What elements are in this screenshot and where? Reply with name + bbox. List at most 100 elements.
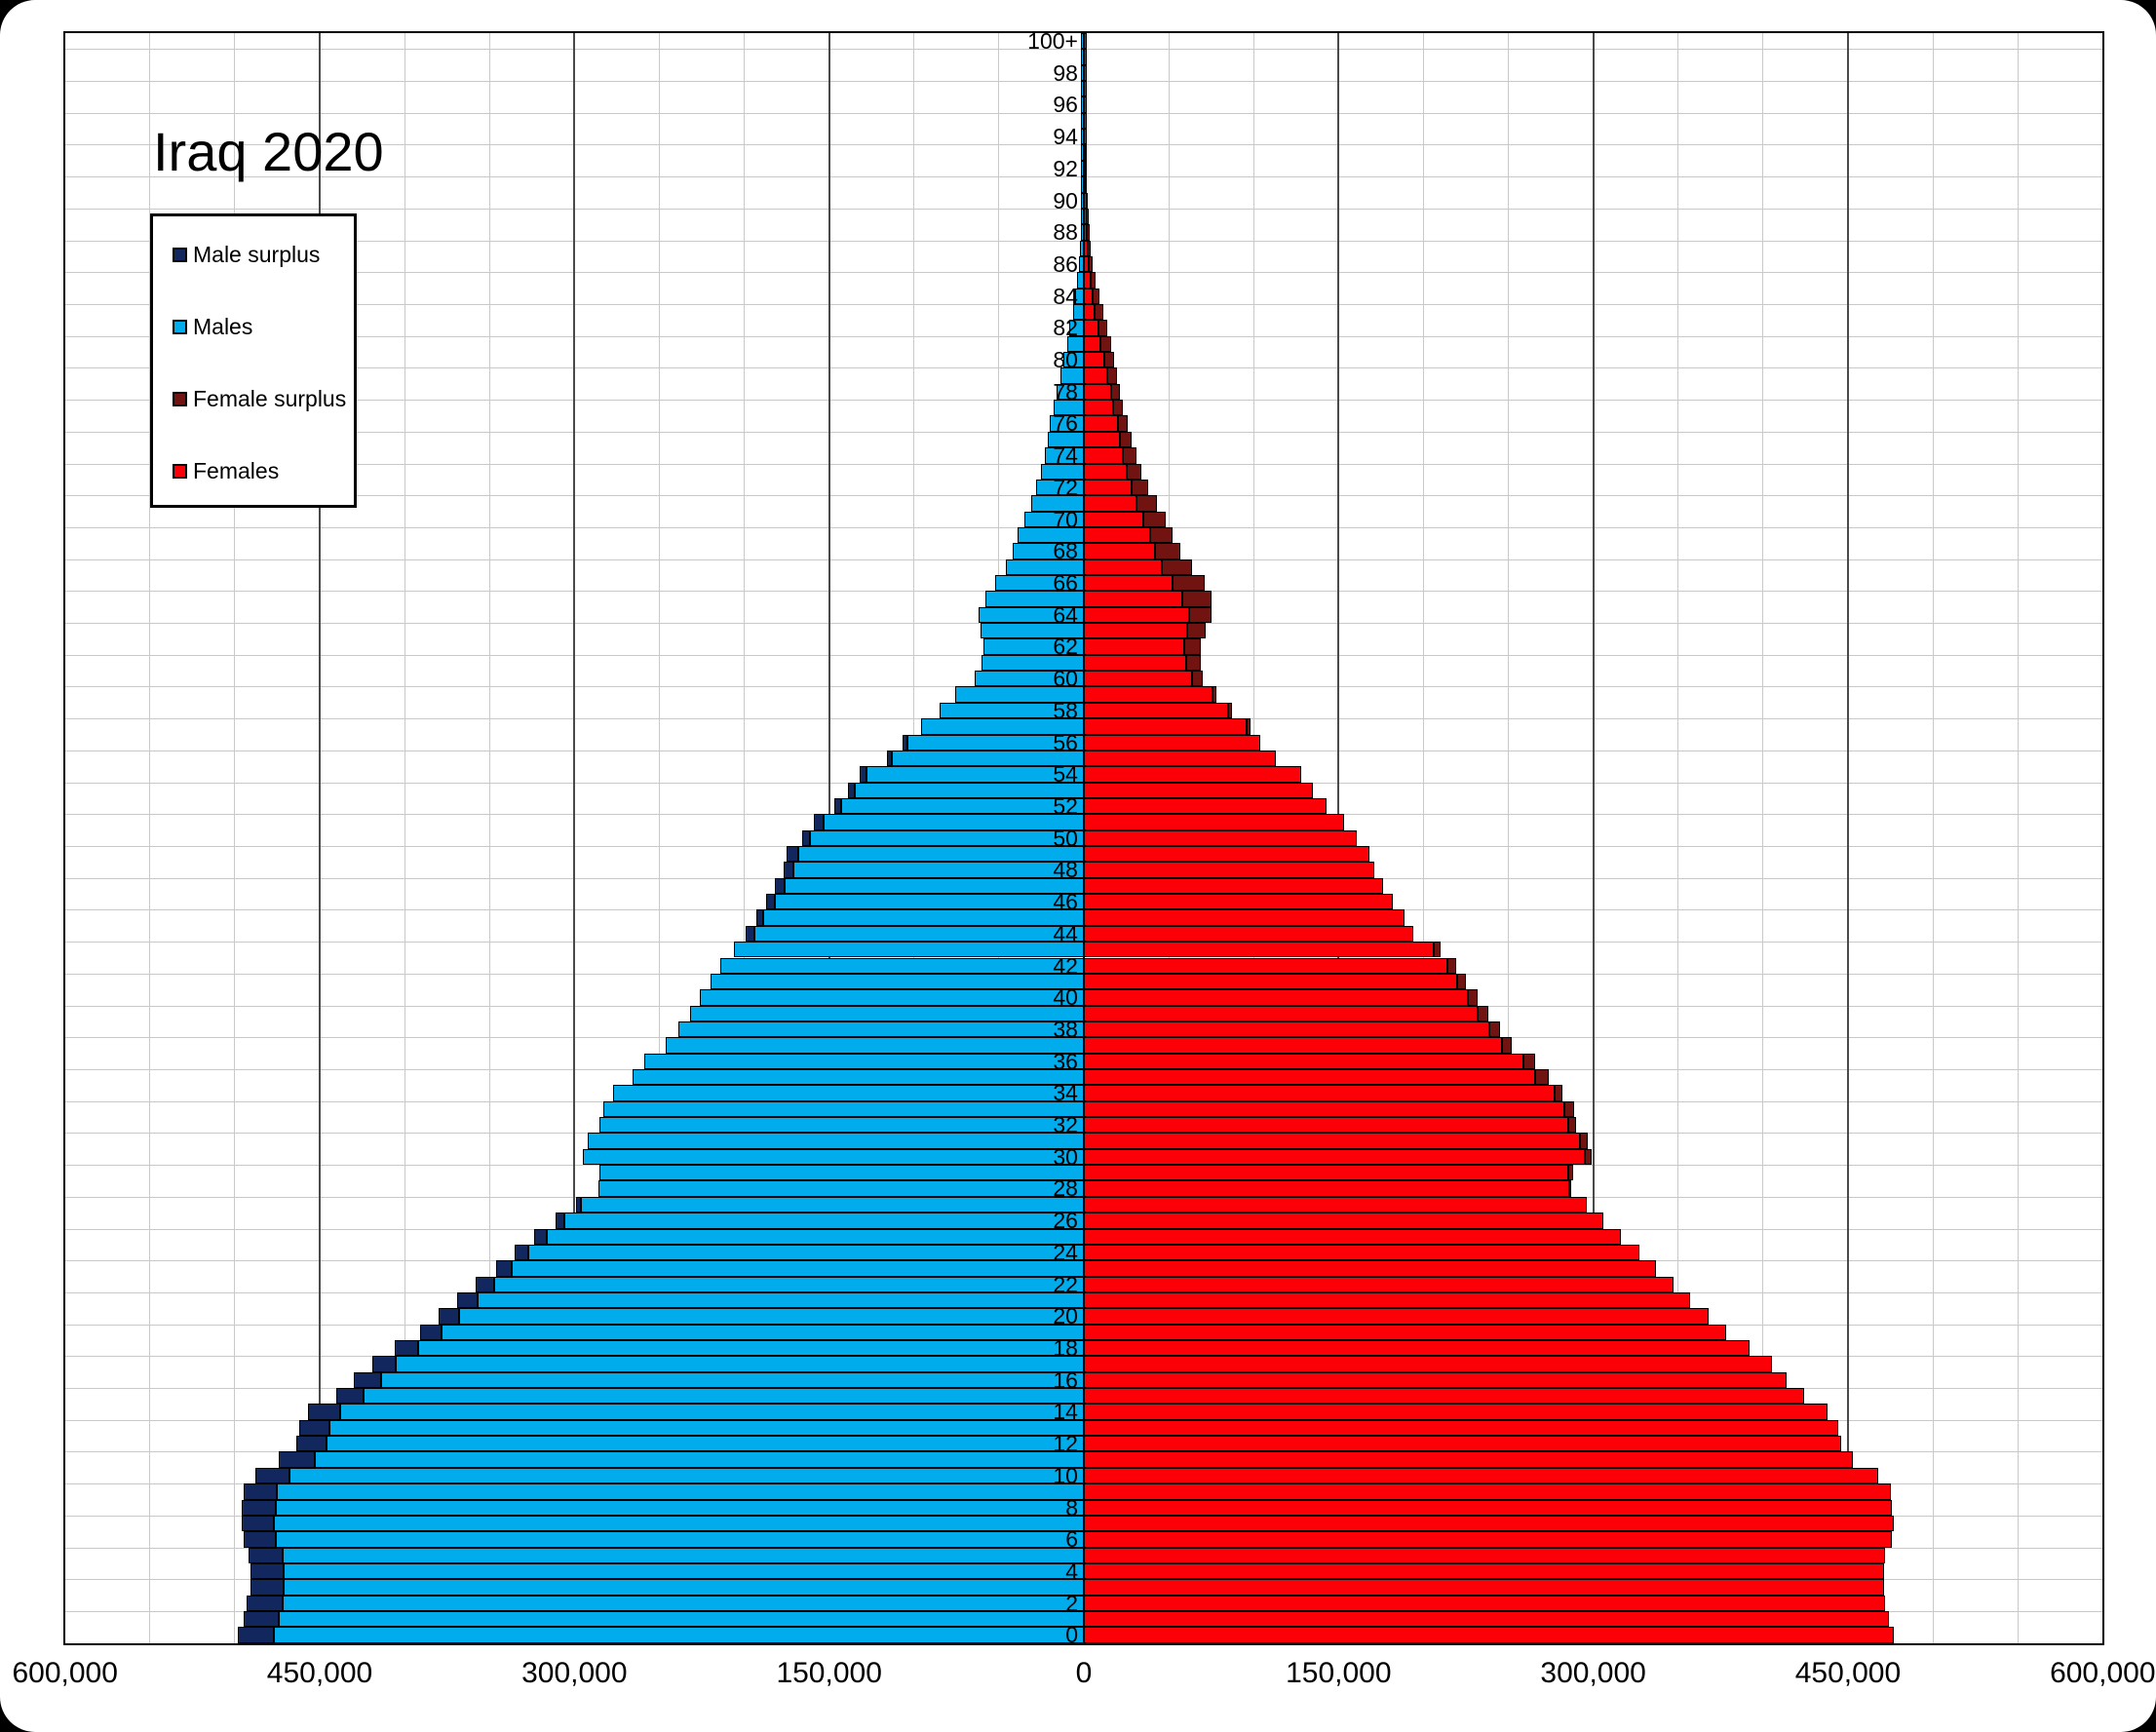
- gridline-vertical-minor: [1932, 33, 1934, 1643]
- bar-female-surplus: [1092, 288, 1099, 304]
- legend-label: Females: [193, 457, 280, 483]
- bar-female: [1083, 829, 1358, 847]
- bar-male-surplus: [394, 1339, 419, 1357]
- bar-female: [1083, 352, 1104, 368]
- bar-female-surplus: [1228, 702, 1232, 719]
- gridline-vertical-major: [1846, 33, 1849, 1643]
- bar-female: [1083, 909, 1405, 926]
- legend-swatch-males-icon: [173, 319, 187, 334]
- bar-male-surplus: [576, 1196, 582, 1213]
- bar-male-surplus: [243, 1610, 280, 1628]
- bar-female-surplus: [1187, 623, 1207, 639]
- bar-male: [273, 1515, 1084, 1532]
- bar-female: [1083, 894, 1394, 910]
- bar-female: [1083, 511, 1143, 527]
- bar-male-surplus: [438, 1308, 459, 1325]
- bar-female-surplus: [1478, 1005, 1488, 1021]
- bar-female-surplus: [1189, 606, 1212, 624]
- bar-female: [1083, 1291, 1690, 1309]
- bar-female: [1083, 1085, 1555, 1101]
- gridline-vertical-minor: [1677, 33, 1679, 1643]
- bar-male: [547, 1228, 1084, 1245]
- bar-female: [1083, 1005, 1479, 1021]
- bar-female-surplus: [1185, 654, 1202, 672]
- gridline-vertical-major: [573, 33, 576, 1643]
- bar-female: [1083, 766, 1301, 783]
- bar-female: [1083, 558, 1163, 575]
- legend-swatch-male_surplus-icon: [173, 247, 187, 262]
- bar-female: [1083, 495, 1136, 512]
- age-axis-label: 4: [1065, 1558, 1078, 1584]
- bar-male-surplus: [247, 1595, 283, 1611]
- bar-male-surplus: [299, 1419, 330, 1437]
- bar-female-surplus: [1106, 367, 1117, 384]
- bar-female: [1083, 957, 1447, 974]
- bar-female: [1083, 734, 1261, 751]
- bar-female-surplus: [1131, 479, 1149, 496]
- bar-female: [1083, 973, 1458, 990]
- bar-female-surplus: [1564, 1100, 1575, 1118]
- bar-male-surplus: [755, 909, 763, 926]
- bar-female: [1083, 1436, 1841, 1452]
- bar-male: [785, 877, 1084, 895]
- bar-female-surplus: [1446, 957, 1456, 974]
- bar-male: [599, 1165, 1084, 1181]
- bar-female: [1083, 1627, 1894, 1643]
- bar-female-surplus: [1095, 304, 1103, 321]
- bar-female-surplus: [1103, 352, 1115, 368]
- bar-male-surplus: [902, 734, 907, 751]
- bar-male: [581, 1196, 1084, 1213]
- bar-female-surplus: [1457, 973, 1466, 990]
- x-axis-tick-label: 150,000: [1286, 1657, 1392, 1689]
- bar-female: [1083, 750, 1276, 767]
- bar-female-surplus: [1433, 942, 1441, 958]
- bar-male: [478, 1291, 1084, 1309]
- bar-female: [1083, 1531, 1893, 1548]
- x-axis-tick-label: 150,000: [776, 1657, 882, 1689]
- bar-male: [396, 1356, 1084, 1372]
- bar-male-surplus: [533, 1228, 548, 1245]
- bar-male-surplus: [279, 1451, 315, 1468]
- legend-item-male_surplus: Male surplus: [173, 240, 320, 269]
- bar-female: [1083, 1244, 1639, 1261]
- bar-female: [1083, 925, 1413, 943]
- gridline-vertical-minor: [744, 33, 746, 1643]
- x-axis-tick-label: 0: [1075, 1657, 1093, 1689]
- x-axis-tick-label: 450,000: [1794, 1657, 1902, 1689]
- bar-male: [734, 942, 1084, 958]
- age-axis-label: 58: [1053, 697, 1078, 723]
- bar-female-surplus: [1162, 558, 1193, 575]
- bar-female: [1083, 1451, 1854, 1468]
- gridline-vertical-minor: [404, 33, 405, 1643]
- age-axis-label: 96: [1053, 92, 1078, 118]
- age-axis-label: 80: [1053, 347, 1078, 373]
- bar-male: [442, 1324, 1084, 1340]
- bar-male-surplus: [243, 1483, 278, 1500]
- legend-label: Female surplus: [193, 385, 347, 411]
- bar-male: [364, 1388, 1084, 1405]
- bar-female-surplus: [1117, 415, 1129, 432]
- bar-female: [1083, 1068, 1536, 1086]
- bar-female: [1083, 1515, 1894, 1532]
- bar-female: [1083, 400, 1114, 416]
- age-axis-label: 36: [1053, 1048, 1078, 1074]
- bar-female-surplus: [1142, 511, 1166, 527]
- bar-female: [1083, 671, 1193, 687]
- bar-female-surplus: [1579, 1133, 1589, 1149]
- age-axis-label: 24: [1053, 1239, 1078, 1265]
- age-axis-label: 64: [1053, 601, 1078, 628]
- age-axis-label: 38: [1053, 1016, 1078, 1042]
- legend-label: Male surplus: [193, 241, 321, 267]
- bar-female-surplus: [1182, 591, 1212, 607]
- bar-female-surplus: [1535, 1068, 1550, 1086]
- bar-female-surplus: [1155, 543, 1181, 559]
- bar-male: [824, 814, 1084, 830]
- bar-female: [1083, 288, 1093, 304]
- bar-female-surplus: [1213, 686, 1216, 703]
- bar-female: [1083, 367, 1107, 384]
- age-axis-label: 22: [1053, 1271, 1078, 1297]
- bar-female: [1083, 1148, 1585, 1166]
- bar-female-surplus: [1567, 1165, 1573, 1181]
- plot-area: 0 2 4 6 8 10 12 14 16 18 20 22 24 26 28 30 32 34 36 38 40 42 4…: [62, 29, 2105, 1646]
- bar-female: [1083, 1419, 1838, 1437]
